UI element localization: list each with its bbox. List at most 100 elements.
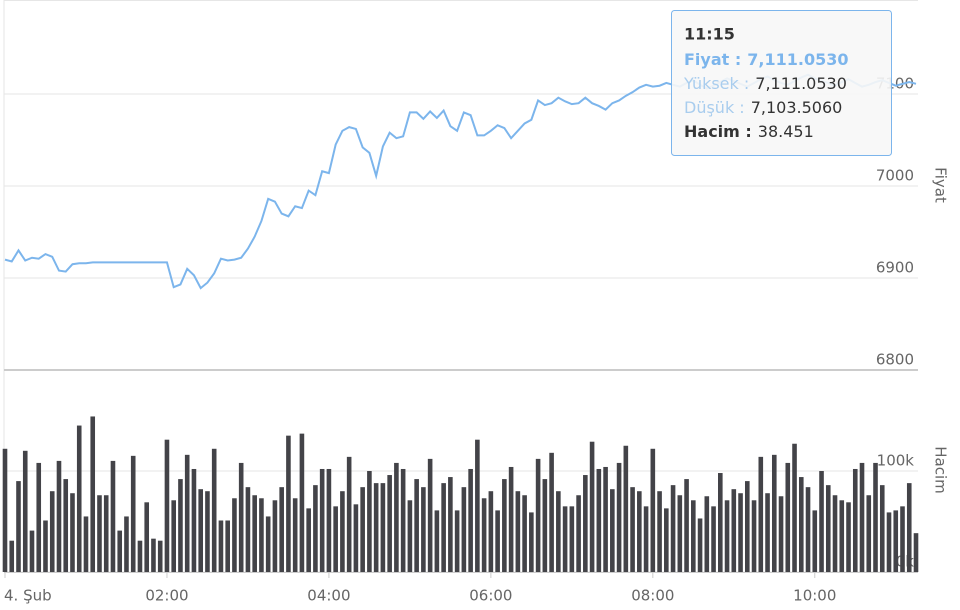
volume-bar	[137, 540, 143, 572]
volume-bar	[29, 530, 35, 572]
volume-bar	[792, 443, 797, 572]
volume-bar	[610, 489, 615, 572]
volume-bar	[583, 475, 588, 572]
volume-bar	[211, 448, 217, 572]
volume-bar	[340, 491, 345, 572]
volume-bar	[637, 491, 642, 572]
volume-bar	[879, 485, 885, 572]
volume-bar	[771, 454, 777, 572]
volume-bar	[2, 448, 8, 572]
x-tick-label: 10:00	[793, 587, 836, 605]
volume-bar	[738, 493, 743, 572]
volume-bar	[292, 498, 298, 572]
tooltip-label: Fiyat :	[684, 50, 741, 69]
volume-bar	[414, 479, 419, 572]
volume-bar	[873, 462, 878, 572]
volume-bar	[333, 506, 338, 572]
volume-bar	[825, 485, 831, 572]
volume-bar	[434, 510, 440, 572]
tooltip-title: 11:15	[684, 25, 735, 44]
volume-bar	[164, 439, 170, 572]
volume-bar	[110, 460, 116, 572]
volume-bar	[90, 416, 96, 572]
volume-bar	[819, 471, 824, 572]
volume-bar	[265, 516, 271, 572]
volume-bar	[306, 508, 311, 572]
volume-bar	[812, 510, 818, 572]
tooltip-label: Yüksek :	[683, 74, 749, 93]
volume-bar	[70, 493, 75, 572]
volume-bar	[846, 502, 851, 572]
tooltip-value: 7,111.0530	[755, 74, 847, 93]
volume-bar	[691, 500, 696, 572]
volume-bar	[650, 448, 656, 572]
volume-bar	[603, 466, 608, 572]
y-tick-label: 7000	[876, 167, 914, 185]
volume-bar	[832, 495, 838, 572]
volume-bar	[535, 458, 541, 572]
volume-bar	[43, 520, 48, 572]
volume-bar	[704, 496, 710, 572]
tooltip-value: 7,103.5060	[751, 98, 843, 117]
volume-bar	[562, 506, 568, 572]
x-tick-label: 02:00	[145, 587, 188, 605]
volume-bar	[76, 425, 82, 572]
volume-bar	[522, 495, 527, 572]
volume-bar	[353, 504, 359, 572]
volume-bar	[130, 455, 136, 572]
volume-bar	[319, 468, 325, 572]
volume-bar	[475, 439, 480, 572]
volume-bar	[758, 456, 764, 572]
volume-bar	[373, 483, 379, 572]
volume-bar	[488, 491, 494, 572]
volume-bar	[657, 491, 662, 572]
tooltip: 11:15 Fiyat : 7,111.0530 Yüksek : 7,111.0530…	[671, 10, 892, 156]
volume-bar	[232, 498, 237, 572]
volume-bar	[623, 445, 629, 572]
volume-bar	[711, 506, 716, 572]
volume-bar	[144, 502, 150, 572]
volume-bar	[576, 495, 581, 572]
tooltip-box	[671, 10, 892, 156]
volume-bar	[778, 496, 784, 572]
volume-bar	[279, 487, 284, 572]
volume-bar	[56, 460, 62, 572]
volume-bar	[380, 483, 386, 572]
volume-bar	[394, 462, 399, 572]
volume-bar	[178, 479, 183, 572]
volume-bar	[893, 510, 899, 572]
volume-bar	[670, 485, 676, 572]
volume-bar	[245, 487, 251, 572]
volume-bar	[407, 500, 413, 572]
volume-bar	[906, 483, 912, 572]
volume-bar	[184, 454, 190, 572]
y-axis-title: Fiyat	[932, 167, 950, 203]
volume-bar	[718, 473, 723, 572]
volume-bar	[866, 495, 872, 572]
volume-bar	[272, 500, 278, 572]
volume-bar	[286, 435, 291, 572]
volume-bar	[151, 538, 156, 572]
volume-bar	[198, 489, 203, 572]
tooltip-value: 38.451	[758, 122, 814, 141]
volume-bar	[744, 481, 750, 572]
volume-bar	[117, 530, 123, 572]
volume-bar	[852, 468, 858, 572]
volume-bar	[225, 520, 230, 572]
x-tick-label: 08:00	[631, 587, 674, 605]
x-tick-label: 04:00	[307, 587, 350, 605]
volume-bar	[205, 491, 210, 572]
volume-bar	[731, 489, 737, 572]
volume-bar	[157, 540, 163, 572]
volume-bar	[299, 433, 305, 572]
volume-bar	[218, 520, 224, 572]
volume-bar	[387, 475, 392, 572]
volume-bar	[441, 483, 446, 572]
tooltip-row: Hacim : 38.451	[684, 122, 814, 141]
volume-bar	[360, 487, 365, 572]
volume-bar	[549, 452, 554, 572]
volume-bar	[630, 487, 635, 572]
volume-bar	[49, 491, 55, 572]
volume-bar	[798, 477, 804, 572]
volume-bar	[859, 462, 865, 572]
